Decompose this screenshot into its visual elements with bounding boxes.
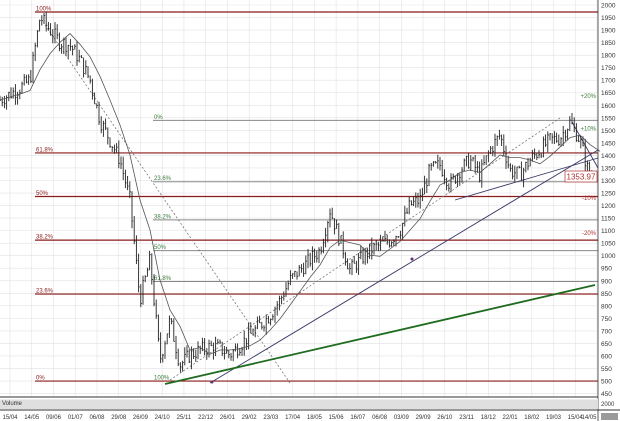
x-tick-label: 23/03	[263, 415, 279, 421]
x-tick-label: 06/08	[89, 415, 105, 421]
moving-average-line	[0, 33, 601, 355]
fib-minor-label: 23.6%	[154, 176, 172, 182]
y-tick-label: 1800	[601, 53, 616, 60]
y-tick-label: 1400	[601, 153, 616, 160]
volume-label: Volume	[2, 401, 23, 407]
date-axis: 15/04 14/05 09/06 01/07 06/08 29/08 26/09 24/10…	[2, 415, 597, 421]
last-price-label: 1353.97	[567, 173, 596, 182]
fib-major-label: 61.8%	[36, 147, 54, 153]
x-tick-label: 18/02	[524, 415, 540, 421]
y-tick-label: 2000	[601, 3, 616, 10]
x-tick-label: 15/04	[568, 415, 584, 421]
trendline-green-support	[164, 284, 596, 385]
percent-marker-label: +10%	[580, 126, 596, 132]
y-tick-label: 1250	[601, 191, 616, 198]
fib-minor-label: 38.2%	[154, 214, 172, 220]
fib-major-label: 100%	[36, 7, 52, 13]
grid	[0, 0, 598, 397]
x-tick-label: 24/10	[155, 415, 171, 421]
y-tick-label: 1050	[601, 241, 616, 248]
y-tick-label: 1150	[601, 216, 615, 223]
y-tick-label: 900	[601, 278, 612, 285]
y-tick-label: 950	[601, 266, 612, 273]
y-tick-label: 1650	[601, 90, 616, 97]
fib-major-label: 38.2%	[36, 235, 54, 241]
price-axis: 2000 1950 1900 1850 1800 1750 1700 1650 1600 1550…	[597, 0, 616, 421]
y-tick-label: 800	[601, 303, 612, 310]
x-tick-label: 14/05	[24, 415, 40, 421]
x-tick-label: 25/11	[177, 415, 192, 421]
x-tick-label: 16/07	[350, 415, 366, 421]
last-price-marker: 1353.97	[564, 170, 598, 183]
y-tick-label: 650	[601, 341, 612, 348]
x-tick-label: 19/03	[546, 415, 562, 421]
x-tick-label: 29/09	[416, 415, 432, 421]
x-tick-label: 22/12	[198, 415, 214, 421]
x-tick-label: 26/10	[437, 415, 453, 421]
fib-minor-label: 0%	[154, 115, 163, 121]
y-tick-label: 850	[601, 291, 612, 298]
percent-marker-label: -20%	[582, 231, 597, 237]
trendline-support-long	[209, 149, 599, 384]
y-tick-label: 550	[601, 366, 612, 373]
x-tick-label: 01/07	[68, 415, 84, 421]
y-tick-label: 1950	[601, 15, 616, 22]
y-tick-label: 450	[601, 391, 612, 398]
fibonacci-levels: 100% 61.8% 50% 38.2% 23.6% 0% 0% 23.6% 38.2% 50% 6…	[35, 7, 598, 382]
x-tick-label: 06/08	[372, 415, 388, 421]
y-tick-label: 1700	[601, 78, 616, 85]
trendline-support-short	[454, 157, 599, 201]
x-tick-label: 18/05	[307, 415, 323, 421]
y-tick-label: 1000	[601, 253, 616, 260]
y-tick-label: 1750	[601, 65, 616, 72]
x-tick-label: 14/05	[581, 415, 597, 421]
percent-marker-label: +20%	[580, 94, 596, 100]
x-tick-label: 22/01	[503, 415, 519, 421]
fib-minor-label: 61.8%	[154, 276, 172, 282]
fib-major-label: 0%	[36, 376, 45, 382]
y-tick-label: 1900	[601, 28, 616, 35]
y-tick-label: 1550	[601, 115, 616, 122]
fib-major-label: 23.6%	[36, 289, 54, 295]
volume-panel: Volume 2000	[0, 396, 620, 420]
fib-minor-label: 100%	[154, 376, 170, 382]
fib-minor-label: 50%	[154, 245, 167, 251]
y-tick-label: 600	[601, 353, 612, 360]
x-tick-label: 29/08	[111, 415, 127, 421]
y-tick-label: 1200	[601, 203, 616, 210]
y-tick-label: 1450	[601, 140, 616, 147]
y-tick-label: 1100	[601, 228, 615, 235]
x-tick-label: 17/04	[285, 415, 301, 421]
volume-tick: 2000	[601, 402, 615, 408]
x-tick-label: 26/01	[220, 415, 236, 421]
scroll-handle[interactable]	[601, 413, 618, 420]
y-tick-label: 500	[601, 379, 612, 386]
x-tick-label: 18/12	[481, 415, 497, 421]
x-tick-label: 26/09	[133, 415, 149, 421]
x-tick-label: 15/04	[2, 415, 18, 421]
y-tick-label: 1350	[601, 165, 616, 172]
price-bars	[0, 12, 596, 373]
trend-lines	[44, 24, 599, 385]
trend-anchor-point	[410, 257, 414, 261]
y-tick-label: 750	[601, 316, 612, 323]
trend-anchor-point	[210, 380, 214, 384]
trendline-dotted-down	[44, 24, 291, 384]
x-tick-label: 03/09	[394, 415, 410, 421]
x-tick-label: 23/11	[459, 415, 474, 421]
percent-marker-label: -10%	[582, 196, 597, 202]
x-tick-label: 09/06	[46, 415, 62, 421]
y-tick-label: 1850	[601, 40, 616, 47]
fib-major-label: 50%	[36, 191, 49, 197]
x-tick-label: 15/06	[329, 415, 345, 421]
x-tick-label: 29/02	[242, 415, 258, 421]
y-tick-label: 1600	[601, 103, 616, 110]
y-tick-label: 700	[601, 328, 612, 335]
y-tick-label: 1500	[601, 128, 616, 135]
y-tick-label: 1300	[601, 178, 616, 185]
